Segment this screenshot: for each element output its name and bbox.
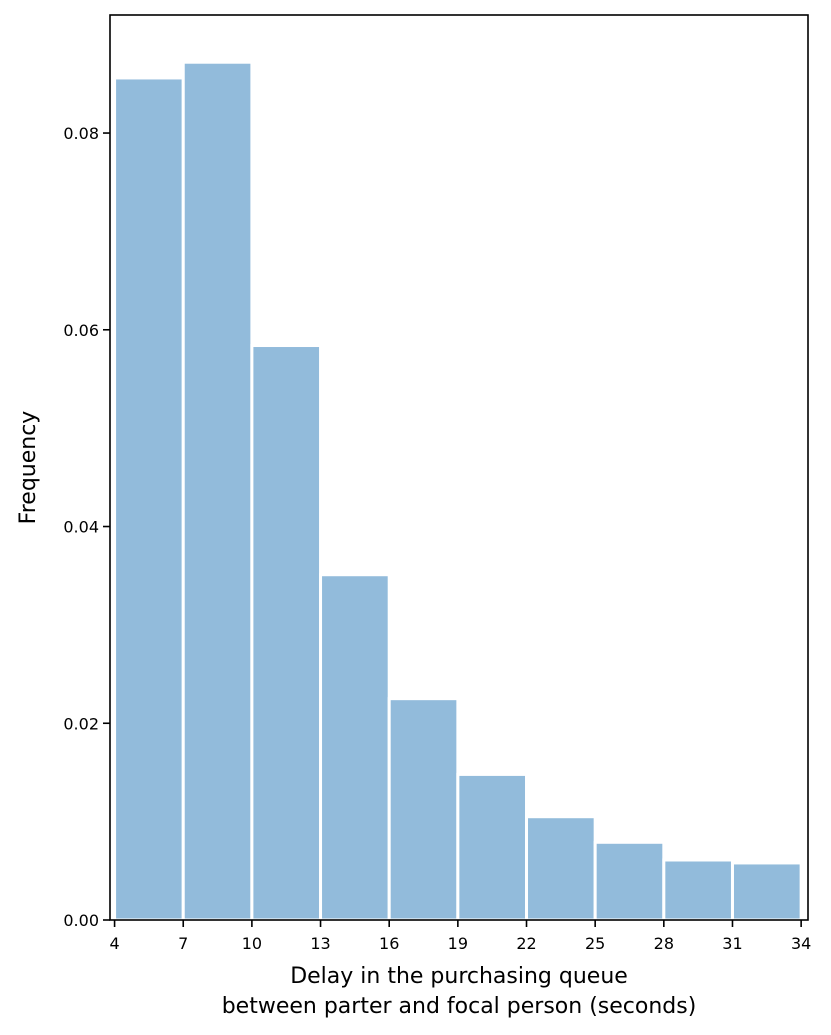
histogram-bar-4-7	[113, 76, 185, 922]
histogram-bar-25-28	[593, 840, 666, 922]
histogram-bar-31-34	[730, 861, 803, 922]
histogram-bar-22-25	[525, 815, 597, 922]
histogram-bar-16-19	[387, 697, 460, 922]
histogram-bar-7-10	[181, 60, 254, 922]
histogram-bar-19-22	[456, 772, 529, 922]
x-axis-label-line-1: Delay in the purchasing queue	[290, 964, 628, 989]
x-tick-label: 7	[178, 934, 188, 953]
y-tick-label: 0.06	[63, 321, 99, 340]
x-axis-label-line-2: between parter and focal person (seconds…	[222, 994, 697, 1019]
x-tick-label: 16	[379, 934, 399, 953]
histogram-bar-13-16	[319, 573, 391, 922]
y-tick-label: 0.00	[63, 911, 99, 930]
x-tick-label: 4	[109, 934, 119, 953]
y-axis-ticks: 0.00 0.02 0.04 0.06 0.08	[63, 124, 110, 930]
plot-frame	[109, 14, 809, 921]
x-tick-label: 22	[516, 934, 536, 953]
y-tick-label: 0.02	[63, 714, 99, 733]
x-tick-label: 13	[310, 934, 330, 953]
histogram-bar-10-13	[250, 344, 323, 922]
x-tick-label: 28	[654, 934, 674, 953]
bars-group	[113, 60, 803, 922]
y-tick-label: 0.08	[63, 124, 99, 143]
x-tick-label: 10	[242, 934, 262, 953]
x-tick-label: 19	[448, 934, 468, 953]
histogram-bar-28-31	[662, 858, 734, 922]
y-axis-label: Frequency	[16, 411, 41, 525]
y-tick-label: 0.04	[63, 518, 99, 537]
x-tick-label: 34	[791, 934, 811, 953]
x-tick-label: 25	[585, 934, 605, 953]
x-axis-ticks: 4 7 10 13 16 19 22 25 28 31 34	[109, 920, 811, 953]
x-tick-label: 31	[722, 934, 742, 953]
